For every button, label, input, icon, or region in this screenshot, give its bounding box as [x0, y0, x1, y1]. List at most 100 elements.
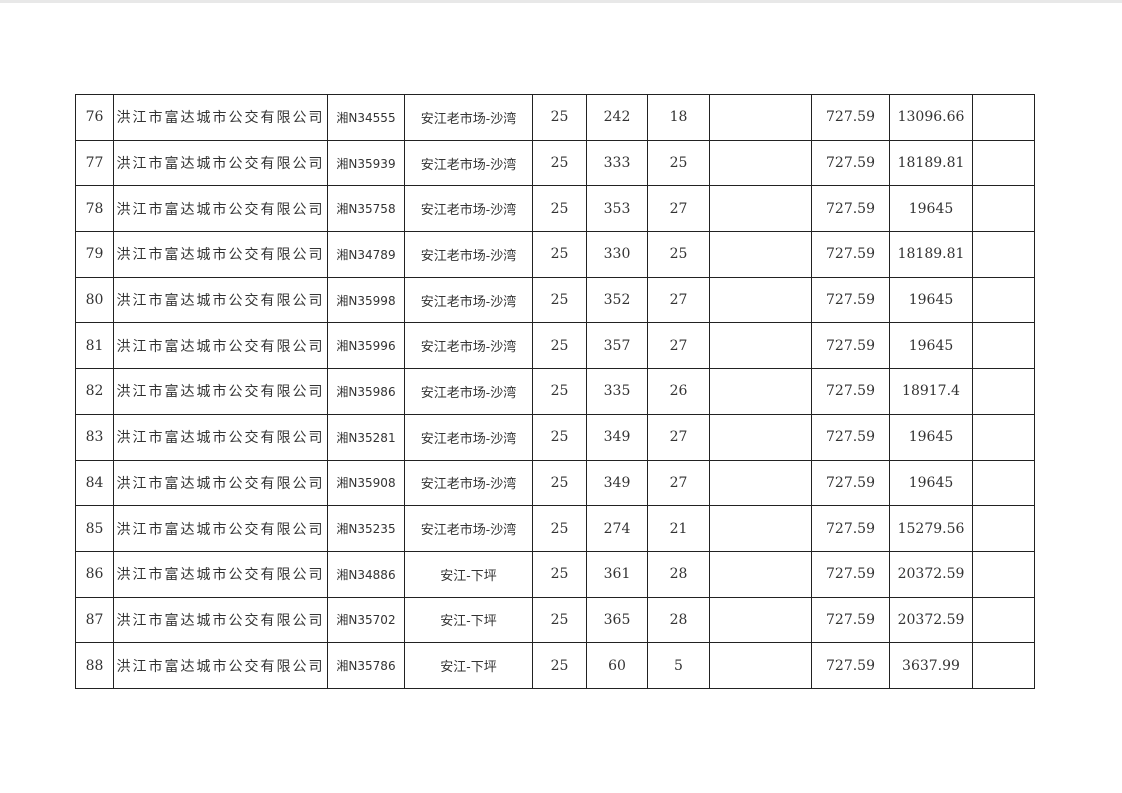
plate-cell: 湘N35702 — [327, 596, 405, 644]
plate-cell: 湘N34886 — [327, 550, 405, 598]
column-10-cell: 19645 — [889, 322, 973, 370]
column-6-cell: 333 — [586, 139, 648, 187]
route-cell: 安江老市场-沙湾 — [404, 459, 533, 507]
table-row: 84 洪江市富达城市公交有限公司 湘N35908 安江老市场-沙湾 25 349 27 727… — [75, 459, 1035, 507]
column-5-cell: 25 — [532, 368, 587, 415]
column-11-cell — [972, 231, 1035, 278]
company-cell: 洪江市富达城市公交有限公司 — [113, 596, 328, 644]
column-7-cell: 21 — [647, 505, 710, 552]
column-5-cell: 25 — [532, 459, 587, 507]
column-6-cell: 274 — [586, 505, 648, 552]
column-11-cell — [972, 642, 1035, 689]
table-row: 87 洪江市富达城市公交有限公司 湘N35702 安江-下坪 25 365 28 727.59… — [75, 596, 1035, 644]
column-9-cell: 727.59 — [811, 505, 890, 552]
row-number-cell: 84 — [75, 459, 114, 507]
route-cell: 安江老市场-沙湾 — [404, 413, 533, 461]
route-cell: 安江老市场-沙湾 — [404, 185, 533, 233]
table-row: 78 洪江市富达城市公交有限公司 湘N35758 安江老市场-沙湾 25 353 27 727… — [75, 185, 1035, 233]
table-body: 76 洪江市富达城市公交有限公司 湘N34555 安江老市场-沙湾 25 242 18 727… — [75, 94, 1035, 689]
company-cell: 洪江市富达城市公交有限公司 — [113, 94, 328, 141]
column-7-cell: 27 — [647, 185, 710, 233]
column-9-cell: 727.59 — [811, 596, 890, 644]
column-10-cell: 3637.99 — [889, 642, 973, 689]
table-row: 80 洪江市富达城市公交有限公司 湘N35998 安江老市场-沙湾 25 352 27 727… — [75, 276, 1035, 324]
company-cell: 洪江市富达城市公交有限公司 — [113, 550, 328, 598]
column-5-cell: 25 — [532, 413, 587, 461]
column-9-cell: 727.59 — [811, 322, 890, 370]
row-number-cell: 77 — [75, 139, 114, 187]
column-8-cell — [709, 459, 812, 507]
column-8-cell — [709, 322, 812, 370]
column-11-cell — [972, 322, 1035, 370]
route-cell: 安江-下坪 — [404, 550, 533, 598]
row-number-cell: 88 — [75, 642, 114, 689]
plate-cell: 湘N35939 — [327, 139, 405, 187]
table-row: 85 洪江市富达城市公交有限公司 湘N35235 安江老市场-沙湾 25 274 21 727… — [75, 505, 1035, 552]
column-9-cell: 727.59 — [811, 276, 890, 324]
column-8-cell — [709, 505, 812, 552]
row-number-cell: 83 — [75, 413, 114, 461]
column-6-cell: 330 — [586, 231, 648, 278]
column-8-cell — [709, 231, 812, 278]
table-row: 86 洪江市富达城市公交有限公司 湘N34886 安江-下坪 25 361 28 727.59… — [75, 550, 1035, 598]
column-8-cell — [709, 642, 812, 689]
company-cell: 洪江市富达城市公交有限公司 — [113, 276, 328, 324]
column-9-cell: 727.59 — [811, 642, 890, 689]
company-cell: 洪江市富达城市公交有限公司 — [113, 231, 328, 278]
column-9-cell: 727.59 — [811, 139, 890, 187]
column-10-cell: 18917.4 — [889, 368, 973, 415]
column-6-cell: 335 — [586, 368, 648, 415]
column-10-cell: 20372.59 — [889, 596, 973, 644]
column-10-cell: 20372.59 — [889, 550, 973, 598]
column-7-cell: 25 — [647, 231, 710, 278]
column-7-cell: 27 — [647, 413, 710, 461]
row-number-cell: 76 — [75, 94, 114, 141]
column-5-cell: 25 — [532, 276, 587, 324]
column-8-cell — [709, 413, 812, 461]
column-9-cell: 727.59 — [811, 413, 890, 461]
column-7-cell: 27 — [647, 322, 710, 370]
row-number-cell: 82 — [75, 368, 114, 415]
column-11-cell — [972, 550, 1035, 598]
table-row: 76 洪江市富达城市公交有限公司 湘N34555 安江老市场-沙湾 25 242 18 727… — [75, 94, 1035, 141]
column-8-cell — [709, 276, 812, 324]
plate-cell: 湘N35786 — [327, 642, 405, 689]
column-5-cell: 25 — [532, 642, 587, 689]
column-9-cell: 727.59 — [811, 459, 890, 507]
company-cell: 洪江市富达城市公交有限公司 — [113, 413, 328, 461]
column-7-cell: 25 — [647, 139, 710, 187]
column-7-cell: 26 — [647, 368, 710, 415]
column-9-cell: 727.59 — [811, 185, 890, 233]
row-number-cell: 79 — [75, 231, 114, 278]
column-5-cell: 25 — [532, 231, 587, 278]
column-6-cell: 361 — [586, 550, 648, 598]
column-5-cell: 25 — [532, 505, 587, 552]
plate-cell: 湘N35758 — [327, 185, 405, 233]
route-cell: 安江老市场-沙湾 — [404, 276, 533, 324]
route-cell: 安江老市场-沙湾 — [404, 322, 533, 370]
column-11-cell — [972, 368, 1035, 415]
plate-cell: 湘N35235 — [327, 505, 405, 552]
column-8-cell — [709, 368, 812, 415]
column-11-cell — [972, 276, 1035, 324]
company-cell: 洪江市富达城市公交有限公司 — [113, 505, 328, 552]
column-11-cell — [972, 459, 1035, 507]
column-7-cell: 18 — [647, 94, 710, 141]
route-cell: 安江老市场-沙湾 — [404, 139, 533, 187]
company-cell: 洪江市富达城市公交有限公司 — [113, 368, 328, 415]
plate-cell: 湘N35996 — [327, 322, 405, 370]
column-8-cell — [709, 596, 812, 644]
column-7-cell: 28 — [647, 596, 710, 644]
row-number-cell: 86 — [75, 550, 114, 598]
column-7-cell: 27 — [647, 459, 710, 507]
column-5-cell: 25 — [532, 185, 587, 233]
row-number-cell: 87 — [75, 596, 114, 644]
row-number-cell: 81 — [75, 322, 114, 370]
route-cell: 安江老市场-沙湾 — [404, 94, 533, 141]
column-5-cell: 25 — [532, 596, 587, 644]
column-8-cell — [709, 139, 812, 187]
plate-cell: 湘N34789 — [327, 231, 405, 278]
column-5-cell: 25 — [532, 139, 587, 187]
column-6-cell: 349 — [586, 459, 648, 507]
column-8-cell — [709, 550, 812, 598]
